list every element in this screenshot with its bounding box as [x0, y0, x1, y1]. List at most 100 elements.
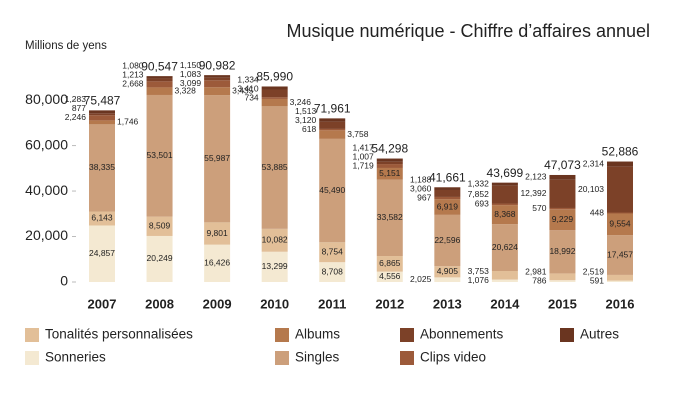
data-label: 3,120 [295, 115, 317, 125]
data-label: 2,668 [122, 79, 144, 89]
bar-segment [549, 230, 576, 274]
bar-segment [491, 205, 518, 225]
data-label: 2,246 [65, 112, 87, 122]
data-label: 693 [475, 199, 489, 209]
data-label: 786 [532, 275, 546, 285]
data-label: 1,334 [237, 74, 259, 84]
bar-segment [434, 196, 461, 200]
data-label: 9,554 [609, 219, 631, 229]
data-label: 33,582 [377, 212, 403, 222]
y-tick-label: 0 [60, 273, 68, 289]
bar-segment [261, 98, 288, 107]
bar-segment [204, 95, 231, 223]
total-label: 43,699 [487, 166, 524, 180]
legend-label: Singles [295, 350, 340, 365]
bar-segment [549, 209, 576, 231]
data-label: 45,490 [319, 185, 345, 195]
data-label: 9,229 [552, 214, 574, 224]
data-label: 1,150 [180, 60, 202, 70]
data-label: 16,426 [204, 258, 230, 268]
data-label: 448 [590, 207, 604, 217]
data-label: 17,457 [607, 249, 633, 259]
x-tick-label: 2008 [145, 296, 174, 311]
data-label: 7,852 [468, 189, 490, 199]
data-label: 53,885 [262, 162, 288, 172]
data-label: 8,509 [149, 221, 171, 231]
bar-segment [319, 138, 346, 243]
bar-segment [146, 235, 173, 282]
bar-segment [491, 185, 518, 204]
data-label: 55,987 [204, 153, 230, 163]
bar-segment [607, 166, 633, 213]
bar-segment [146, 78, 173, 82]
bar-segment [434, 199, 461, 215]
y-axis-label: Millions de yens [25, 40, 107, 52]
bar-segment [549, 273, 576, 281]
bar-segment [89, 225, 115, 282]
data-label: 12,392 [520, 188, 546, 198]
data-label: 2,314 [583, 158, 605, 168]
data-label: 3,060 [410, 183, 432, 193]
bar-segment [89, 115, 115, 121]
bar-segment [607, 161, 633, 167]
bar-segment [376, 256, 403, 272]
data-label: 618 [302, 124, 316, 134]
data-label: 6,919 [437, 201, 459, 211]
y-tick-label: 60,000 [25, 136, 68, 152]
chart-title: Musique numérique - Chiffre d’affaires a… [286, 21, 650, 41]
total-label: 52,886 [602, 145, 639, 159]
data-label: 6,143 [91, 213, 113, 223]
data-label: 2,123 [525, 172, 547, 182]
data-label: 1,283 [65, 94, 87, 104]
bar-segment [261, 251, 288, 282]
bar-segment [491, 224, 518, 272]
data-label: 570 [532, 203, 546, 213]
bar-segment [146, 81, 173, 88]
bar-segment [89, 211, 115, 226]
legend-swatch [560, 328, 574, 342]
bar-segment [261, 86, 288, 90]
x-tick-label: 2007 [88, 296, 117, 311]
data-label: 3,753 [468, 266, 490, 276]
data-label: 1,213 [122, 70, 144, 80]
data-label: 20,624 [492, 242, 518, 252]
bar-segment [89, 120, 115, 125]
total-label: 41,661 [429, 170, 466, 184]
bar-segment [607, 274, 633, 281]
legend-swatch [25, 351, 39, 365]
legend-swatch [275, 351, 289, 365]
total-label: 71,961 [314, 102, 351, 116]
data-label: 2,981 [525, 266, 547, 276]
data-label: 1,417 [352, 142, 374, 152]
bar-segment [434, 189, 461, 197]
bar-segment [434, 277, 461, 282]
data-label: 1,188 [410, 174, 432, 184]
data-label: 6,865 [379, 258, 401, 268]
x-tick-label: 2014 [490, 296, 520, 311]
bar-segment [204, 222, 231, 245]
data-label: 20,249 [147, 253, 173, 263]
data-label: 1,080 [122, 61, 144, 71]
bar-segment [89, 110, 115, 114]
bar-segment [204, 244, 231, 282]
legend-label: Abonnements [420, 327, 504, 342]
bar-segment [434, 214, 461, 267]
data-label: 3,246 [290, 97, 312, 107]
data-label: 2,025 [410, 274, 432, 284]
bar-segment [204, 77, 231, 81]
legend-label: Autres [580, 327, 619, 342]
bar-segment [376, 161, 403, 165]
bar-segment [376, 164, 403, 168]
data-label: 2,519 [583, 267, 605, 277]
x-tick-label: 2013 [433, 296, 462, 311]
bar-segment [549, 179, 576, 208]
data-label: 53,501 [147, 150, 173, 160]
bar-segment [491, 271, 518, 280]
data-label: 18,992 [549, 246, 575, 256]
bar-segment [146, 76, 173, 79]
data-label: 3,410 [237, 83, 259, 93]
bar-segment [146, 87, 173, 95]
data-label: 967 [417, 192, 431, 202]
bar-segment [261, 106, 288, 229]
bar-segment [607, 212, 633, 214]
